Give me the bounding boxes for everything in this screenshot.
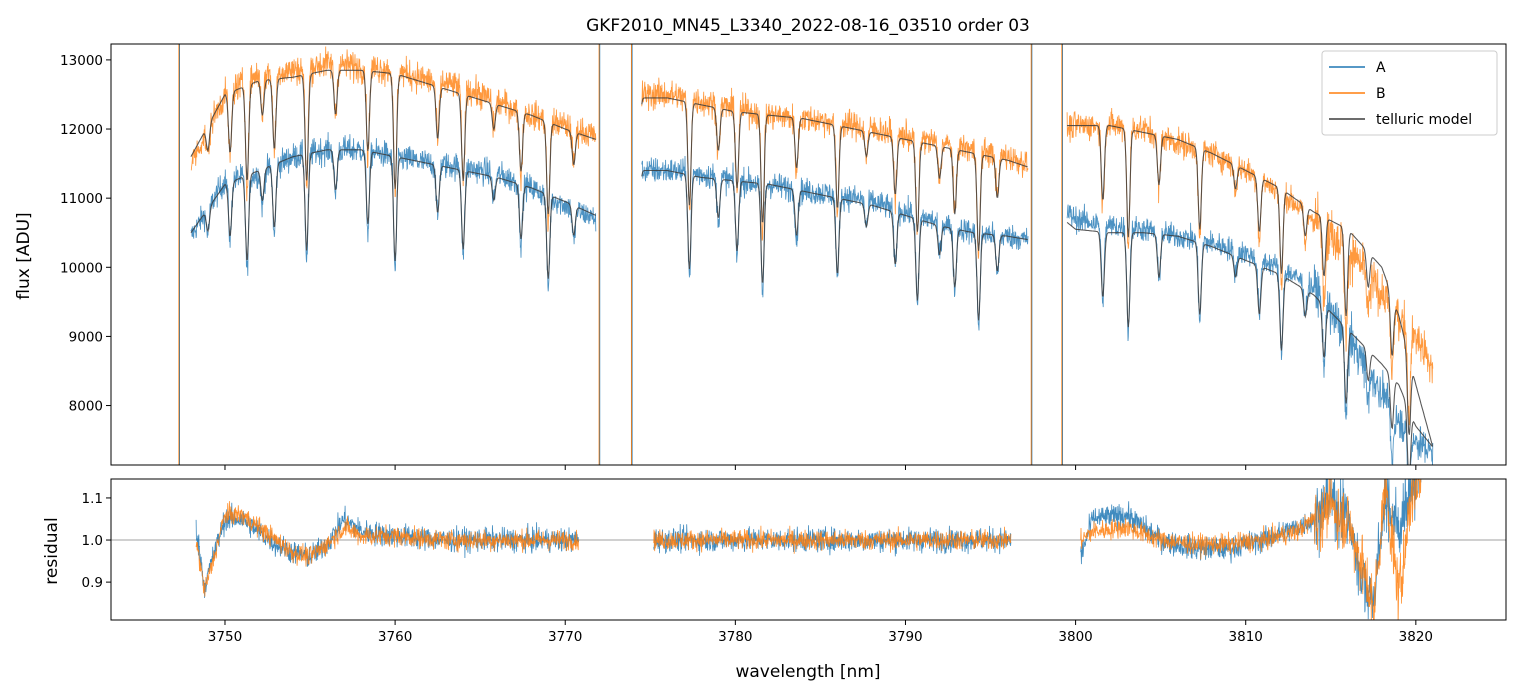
residual-y-tick-label-1.1: 1.1 <box>82 491 103 507</box>
x-tick-label-3760: 3760 <box>378 629 412 645</box>
legend-label-telluric-model: telluric model <box>1376 112 1472 128</box>
flux-y-tick-label-13000: 13000 <box>60 53 103 69</box>
telluric-model-a-segment-3 <box>1066 221 1433 465</box>
residual-b-line-segment-1 <box>195 501 580 597</box>
flux-y-ticks: 8000 9000 10000 11000 12000 13000 <box>60 53 111 415</box>
x-tick-label-3780: 3780 <box>718 629 752 645</box>
x-tick-label-3750: 3750 <box>208 629 242 645</box>
flux-series-layer <box>178 44 1434 465</box>
residual-plot-area: 3750 3760 3770 3780 3790 3800 3810 3820 0.9 1.0 1… <box>82 478 1507 645</box>
flux-y-tick-label-9000: 9000 <box>69 329 103 345</box>
flux-y-tick-label-12000: 12000 <box>60 122 103 138</box>
legend-label-a: A <box>1376 60 1386 76</box>
x-axis-label: wavelength [nm] <box>735 662 880 682</box>
flux-x-ticks <box>224 465 1417 470</box>
x-tick-label-3820: 3820 <box>1399 629 1433 645</box>
legend-label-b: B <box>1376 86 1386 102</box>
telluric-model-a-segment-1 <box>190 149 597 279</box>
flux-y-axis-label: flux [ADU] <box>14 212 34 299</box>
residual-b-line-segment-2 <box>653 525 1012 554</box>
residual-series-layer <box>111 479 1506 620</box>
legend: A B telluric model <box>1321 50 1498 136</box>
telluric-model-b-segment-3 <box>1067 125 1434 446</box>
x-tick-label-3810: 3810 <box>1229 629 1263 645</box>
telluric-model-a-segment-2 <box>641 169 1028 321</box>
residual-a-line-segment-2 <box>653 523 1012 557</box>
legend-box <box>1321 50 1498 136</box>
flux-axes-frame <box>110 43 1507 466</box>
telluric-model-b-segment-2 <box>641 97 1028 251</box>
flux-y-tick-label-11000: 11000 <box>60 191 103 207</box>
flux-y-tick-label-10000: 10000 <box>60 260 103 276</box>
residual-y-axis-label: residual <box>42 517 62 584</box>
flux-plot-area: 8000 9000 10000 11000 12000 13000 <box>60 43 1507 470</box>
x-tick-label-3800: 3800 <box>1058 629 1092 645</box>
telluric-model-b-segment-1 <box>190 69 596 215</box>
residual-y-ticks: 0.9 1.0 1.1 <box>82 491 111 591</box>
x-tick-label-3770: 3770 <box>548 629 582 645</box>
residual-y-tick-label-1: 1.0 <box>82 533 103 549</box>
residual-y-tick-label-0.9: 0.9 <box>82 575 103 591</box>
residual-x-ticks: 3750 3760 3770 3780 3790 3800 3810 3820 <box>208 620 1433 645</box>
series-a-line-segment-3 <box>1066 203 1434 465</box>
flux-y-tick-label-8000: 8000 <box>69 399 103 415</box>
x-tick-label-3790: 3790 <box>888 629 922 645</box>
residual-b-line-segment-3 <box>1080 479 1422 620</box>
residual-axes-frame <box>110 478 1507 621</box>
chart-title: GKF2010_MN45_L3340_2022-08-16_03510 orde… <box>586 16 1030 36</box>
series-b-line-segment-3 <box>1066 107 1434 426</box>
